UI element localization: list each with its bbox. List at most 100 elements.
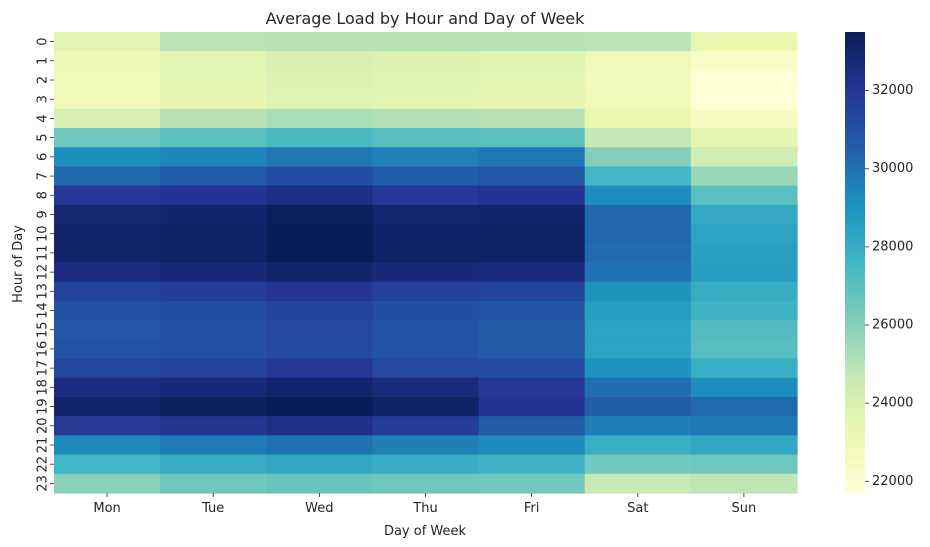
heatmap-cell	[584, 70, 692, 91]
heatmap-cell	[54, 358, 161, 379]
heatmap-cell	[478, 300, 586, 321]
heatmap-cell	[266, 320, 374, 340]
heatmap-cell	[478, 377, 586, 398]
heatmap-cell	[690, 224, 798, 244]
heatmap-cell	[160, 147, 267, 168]
heatmap-cell	[584, 300, 692, 321]
heatmap-cell	[372, 243, 480, 264]
heatmap-cell	[478, 204, 586, 225]
heatmap-cell	[160, 89, 267, 110]
y-tick-label: 1	[36, 57, 51, 65]
heatmap-cell	[584, 243, 692, 264]
heatmap-cell	[372, 416, 480, 436]
heatmap-cell	[372, 300, 480, 321]
y-axis-label: Hour of Day	[11, 225, 26, 303]
heatmap-cell	[266, 204, 374, 225]
y-tick-label: 12	[36, 264, 51, 281]
heatmap-cell	[372, 224, 480, 244]
heatmap-cell	[54, 32, 161, 52]
y-tick-label: 3	[35, 95, 50, 103]
heatmap-cell	[160, 243, 267, 264]
heatmap-cell	[478, 70, 586, 91]
colorbar-tick-label: 28000	[872, 239, 913, 254]
heatmap-cell	[478, 454, 586, 475]
heatmap-cell	[160, 358, 267, 379]
heatmap-cell	[584, 454, 692, 475]
heatmap-cell	[690, 70, 798, 91]
heatmap-cell	[160, 108, 267, 129]
y-tick-label: 7	[36, 172, 51, 180]
heatmap-cell	[372, 435, 480, 456]
heatmap-cell	[372, 51, 480, 72]
heatmap-cell	[266, 147, 374, 168]
heatmap-cell	[584, 89, 692, 110]
y-tick-label: 0	[36, 37, 51, 45]
y-tick-label: 18	[36, 379, 51, 396]
heatmap-cell	[584, 473, 692, 494]
heatmap-cell	[160, 320, 267, 340]
heatmap-cell	[372, 320, 480, 340]
heatmap-cell	[584, 416, 692, 436]
heatmap-cell	[266, 224, 374, 244]
heatmap-cell	[266, 70, 374, 91]
y-tick-label: 19	[36, 398, 51, 415]
heatmap-cell	[478, 339, 586, 360]
heatmap-cell	[690, 339, 798, 360]
heatmap-cell	[54, 377, 161, 398]
heatmap-cell	[54, 243, 161, 264]
heatmap-cell	[160, 185, 267, 206]
heatmap-cell	[54, 281, 161, 302]
y-tick-label: 15	[35, 321, 50, 338]
heatmap-cell	[372, 185, 480, 206]
heatmap-cell	[372, 377, 480, 398]
heatmap-cell	[266, 166, 374, 187]
heatmap-cell	[478, 224, 586, 244]
colorbar-tick-label: 22000	[872, 474, 913, 489]
heatmap-cell	[54, 204, 161, 225]
heatmap-cell	[584, 51, 692, 72]
heatmap-cell	[266, 377, 374, 398]
heatmap-cell	[160, 416, 267, 436]
y-tick-label: 9	[35, 210, 50, 218]
heatmap-cell	[54, 51, 161, 72]
heatmap-cell	[160, 435, 267, 456]
heatmap-cell	[690, 320, 798, 340]
heatmap-cell	[478, 416, 586, 436]
heatmap-cell	[54, 108, 161, 129]
heatmap-cell	[372, 454, 480, 475]
heatmap-cell	[690, 416, 798, 436]
y-tick-label: 14	[36, 302, 51, 319]
heatmap-cell	[584, 204, 692, 225]
heatmap-cell	[478, 108, 586, 129]
heatmap-cell	[372, 339, 480, 360]
heatmap-cell	[266, 339, 374, 360]
heatmap-cell	[54, 70, 161, 91]
x-tick-label: Wed	[305, 501, 333, 516]
y-tick-label: 17	[35, 360, 50, 377]
colorbar-ticks: 22000 24000 26000 28000 30000 32000	[865, 83, 913, 489]
heatmap-cell	[160, 300, 267, 321]
heatmap-cell	[690, 204, 798, 225]
y-tick-label: 6	[36, 153, 51, 161]
heatmap-cell	[584, 377, 692, 398]
heatmap-cell	[478, 185, 586, 206]
heatmap-cell	[690, 300, 798, 321]
heatmap-cell	[266, 473, 374, 494]
x-tick-label: Fri	[524, 501, 540, 516]
y-tick-label: 22	[35, 456, 50, 473]
heatmap-cell	[478, 435, 586, 456]
heatmap-cell	[372, 128, 480, 148]
heatmap-cell	[266, 185, 374, 206]
x-tick-label: Sat	[627, 501, 648, 516]
heatmap-cell	[266, 454, 374, 475]
heatmap-cell	[690, 454, 798, 475]
heatmap-cell	[372, 281, 480, 302]
heatmap-cell	[478, 147, 586, 168]
heatmap-cell	[478, 473, 586, 494]
heatmap-cell	[478, 262, 586, 283]
chart-title: Average Load by Hour and Day of Week	[266, 9, 586, 28]
heatmap-cell	[372, 108, 480, 129]
heatmap-cell	[584, 358, 692, 379]
heatmap-cell	[160, 339, 267, 360]
